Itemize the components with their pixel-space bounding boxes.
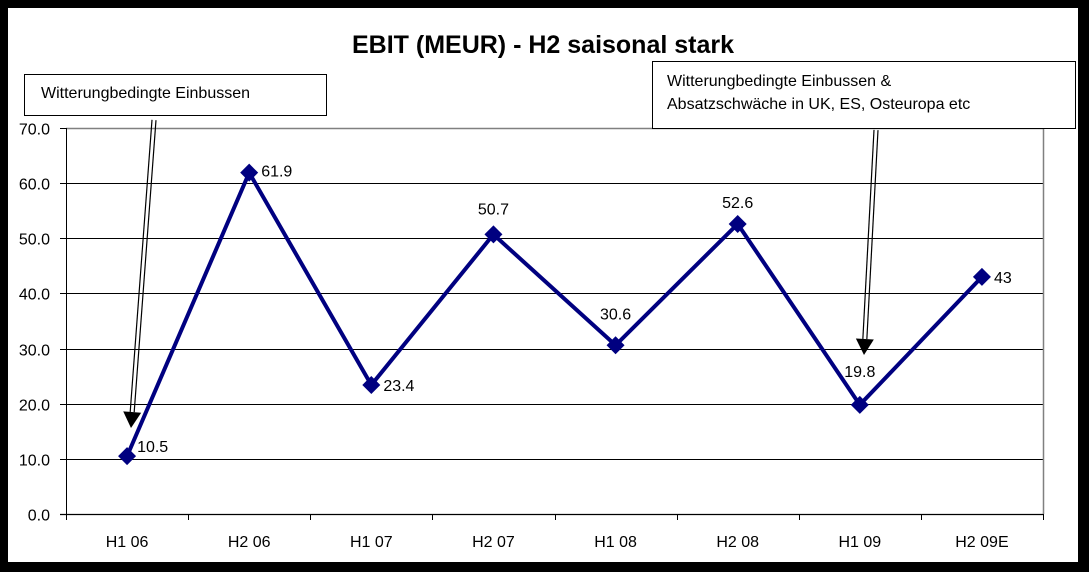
diamond-marker [118,447,137,466]
diamond-marker [728,214,747,233]
arrow-head-icon [855,338,874,355]
data-label: 30.6 [600,306,631,323]
y-tick-label: 40.0 [19,287,50,304]
series-line [125,168,984,457]
y-tick-label: 70.0 [19,122,50,139]
annotation-box-weather: Witterungbedingte Einbussen [24,74,327,116]
data-label: 43 [994,270,1012,287]
y-tick-label: 60.0 [19,177,50,194]
x-tick-label: H1 06 [106,534,149,551]
data-label: 19.8 [844,364,875,381]
data-label: 10.5 [137,439,168,456]
axes [60,128,1045,520]
x-tick-label: H2 06 [228,534,271,551]
gridlines [66,127,1043,460]
chart-title: EBIT (MEUR) - H2 saisonal stark [352,31,734,59]
diamond-marker [606,336,625,355]
x-tick-label: H1 07 [350,534,393,551]
x-tick-label: H2 09E [955,534,1008,551]
x-tick-label: H2 08 [716,534,759,551]
y-tick-label: 50.0 [19,232,50,249]
series-ebit: 10.5 61.9 23.4 50.7 30.6 52.6 19.8 43 [118,163,1012,466]
y-tick-label: 30.0 [19,343,50,360]
diamond-marker [362,375,381,394]
x-tick-label: H2 07 [472,534,515,551]
annotation-arrows [123,119,879,428]
y-axis-ticks: 0.0 10.0 20.0 30.0 40.0 50.0 60.0 70.0 [19,122,66,525]
data-label: 23.4 [383,378,414,395]
arrow-head-icon [123,411,142,428]
diamond-marker [850,395,869,414]
annotation-box-weather-sales: Witterungbedingte Einbussen & Absatzschw… [652,61,1076,129]
y-tick-label: 0.0 [28,508,50,525]
data-label: 61.9 [261,164,292,181]
diamond-marker [484,225,503,244]
y-tick-label: 10.0 [19,453,50,470]
data-label: 50.7 [478,201,509,218]
annotation-text-line1: Witterungbedingte Einbussen & [667,73,892,90]
y-tick-label: 20.0 [19,398,50,415]
diamond-marker [240,163,259,182]
data-label: 52.6 [722,195,753,212]
annotation-text-line2: Absatzschwäche in UK, ES, Osteuropa etc [667,96,971,113]
annotation-text: Witterungbedingte Einbussen [41,85,251,102]
diamond-marker [972,267,991,286]
x-axis-ticks: H1 06 H2 06 H1 07 H2 07 H1 08 H2 08 H1 09 H2 09… [66,514,1044,551]
x-tick-label: H1 09 [838,534,881,551]
x-tick-label: H1 08 [594,534,637,551]
